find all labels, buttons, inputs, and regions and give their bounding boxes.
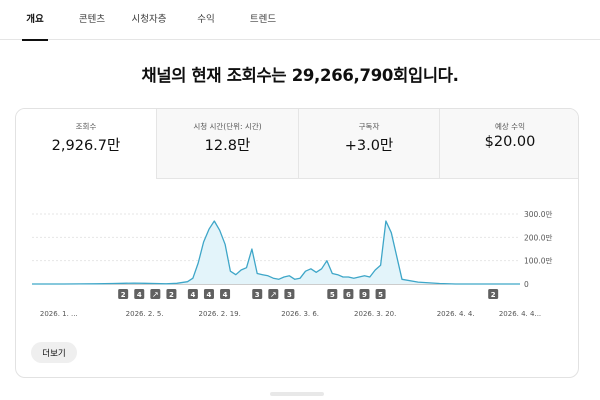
marker-count: 4 [223,291,228,299]
y-tick-label: 100.0만 [524,257,552,266]
views-line [32,220,520,285]
metric-revenue[interactable]: 예상 수익 $20.00 [439,109,578,179]
x-tick-label: 2026. 4. 4... [499,310,541,318]
x-tick-label: 2026. 4. 4. [437,310,475,318]
scroll-indicator [270,392,324,396]
metric-value: 2,926.7만 [51,138,121,154]
content-marker[interactable]: 2 [488,289,499,299]
y-tick-label: 0 [524,280,529,289]
tab-content[interactable]: 콘텐츠 [78,14,106,25]
views-chart: 2 4 ↗ 2 4 4 4 3 ↗ 3 5 6 9 5 2 0 100.0만 200.0만 300.0만 2026… [32,210,552,318]
content-marker[interactable]: 3 [252,289,263,299]
content-marker[interactable]: 6 [343,289,354,299]
metric-value: +3.0만 [344,138,394,154]
marker-count: 4 [207,291,212,299]
content-marker[interactable]: 2 [118,289,129,299]
content-marker[interactable]: 2 [166,289,177,299]
content-marker[interactable]: 5 [327,289,338,299]
content-marker[interactable]: 3 [284,289,295,299]
content-marker[interactable]: 5 [375,289,386,299]
marker-count: 9 [362,291,367,299]
content-marker[interactable]: 4 [134,289,145,299]
marker-count: 3 [255,291,260,299]
content-marker-link[interactable]: ↗ [268,289,279,299]
tab-overview[interactable]: 개요 [22,0,48,41]
marker-count: 4 [190,291,195,299]
marker-count: 3 [287,291,292,299]
content-marker[interactable]: 4 [203,289,214,299]
tab-trends[interactable]: 트렌드 [249,14,277,25]
page-title: 채널의 현재 조회수는 29,266,790회입니다. [141,66,459,85]
tab-audience[interactable]: 시청자층 [131,14,167,25]
x-tick-label: 2026. 3. 20. [354,310,396,318]
metric-views[interactable]: 조회수 2,926.7만 [16,109,156,179]
marker-count: 5 [378,291,383,299]
y-tick-label: 200.0만 [524,233,552,242]
content-marker-link[interactable]: ↗ [150,289,161,299]
metric-value: $20.00 [484,134,536,150]
metric-label: 구독자 [358,122,380,131]
content-marker[interactable]: 4 [187,289,198,299]
x-tick-label: 2026. 2. 19. [199,310,241,318]
marker-count: 2 [121,291,126,299]
link-icon: ↗ [152,290,159,299]
metric-value: 12.8만 [204,138,251,154]
x-tick-label: 2026. 3. 6. [281,310,319,318]
metric-tabs: 조회수 2,926.7만 시청 시간(단위: 시간) 12.8만 구독자 +3.… [16,109,578,179]
marker-count: 2 [491,291,496,299]
x-tick-label: 2026. 2. 5. [126,310,164,318]
metric-watch-time[interactable]: 시청 시간(단위: 시간) 12.8만 [156,109,298,179]
link-icon: ↗ [270,290,277,299]
marker-count: 6 [346,291,351,299]
tab-revenue[interactable]: 수익 [197,14,215,25]
more-button[interactable]: 더보기 [31,342,77,363]
x-tick-label: 2026. 1. ... [40,310,78,318]
views-area [32,221,520,284]
marker-count: 5 [330,291,335,299]
metric-label: 시청 시간(단위: 시간) [193,122,262,131]
analytics-card: 조회수 2,926.7만 시청 시간(단위: 시간) 12.8만 구독자 +3.… [15,108,579,378]
marker-count: 2 [169,291,174,299]
metric-label: 조회수 [75,122,97,131]
metric-label: 예상 수익 [495,122,525,131]
tab-bar: 개요 콘텐츠 시청자층 수익 트렌드 [0,0,600,41]
content-marker[interactable]: 4 [220,289,231,299]
marker-count: 4 [137,291,142,299]
metric-subscribers[interactable]: 구독자 +3.0만 [298,109,439,179]
content-marker[interactable]: 9 [359,289,370,299]
y-tick-label: 300.0만 [524,210,552,219]
